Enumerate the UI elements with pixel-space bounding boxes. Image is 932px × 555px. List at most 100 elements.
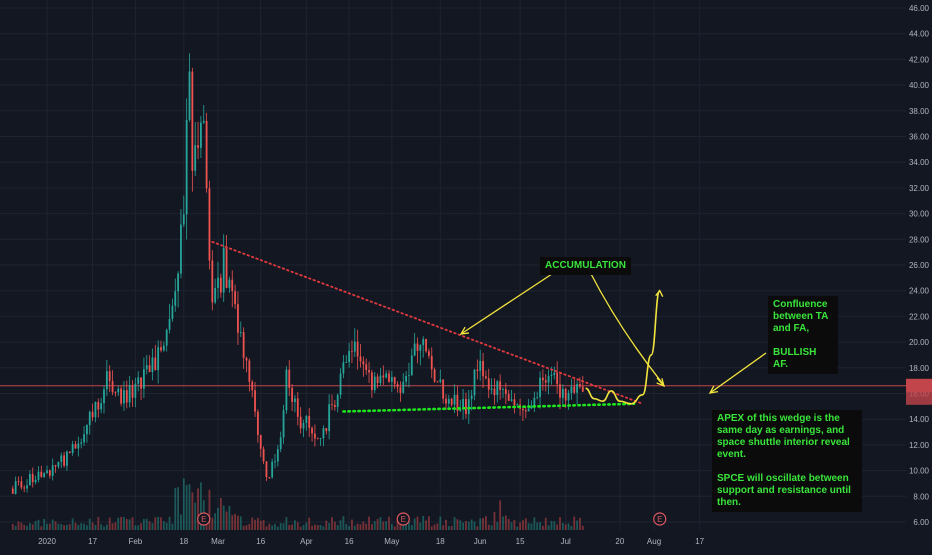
price-axis-background (906, 0, 932, 550)
arrow-to-apex-head (656, 378, 665, 388)
price-axis[interactable]: 6.008.0010.0012.0014.0016.0018.0020.0022… (906, 0, 932, 550)
candle-body (556, 372, 559, 385)
candle-body (533, 397, 536, 407)
candle-body (530, 406, 533, 409)
candle-body (254, 390, 256, 412)
candle-body (40, 471, 43, 477)
candle-body (333, 404, 336, 407)
time-tick-label: 17 (695, 537, 704, 546)
candle-body (131, 385, 134, 398)
candle-body (94, 402, 97, 418)
candle-body (271, 461, 274, 478)
volume-bar (274, 523, 276, 530)
earnings-label: E (401, 515, 406, 524)
volume-bar (522, 520, 524, 530)
candle-body (348, 351, 350, 363)
candle-body (442, 379, 445, 399)
candle-body (539, 377, 541, 398)
candle-body (26, 485, 28, 489)
time-axis[interactable]: 2020 17 Feb 18 Mar 16 Apr 16 May 18 Jun 15 Jul 20 Aug 1… (0, 530, 932, 550)
earnings-label: E (201, 515, 206, 524)
candle-body (405, 375, 407, 382)
volume-bar (544, 517, 547, 530)
candle-body (527, 408, 530, 412)
volume-bar (319, 524, 322, 530)
volume-bar (291, 524, 293, 530)
volume-bar (123, 516, 125, 530)
volume-bar (530, 523, 533, 530)
time-tick-label: 17 (88, 537, 97, 546)
candle-body (316, 438, 319, 440)
arrow-to-apex (656, 377, 665, 387)
volume-bar (428, 516, 430, 530)
candle-body (114, 392, 117, 393)
candle-body (522, 408, 524, 411)
candle-body (479, 360, 482, 371)
volume-bar (74, 522, 77, 530)
volume-bar (276, 526, 279, 530)
candle-body (544, 380, 547, 383)
candle-body (351, 351, 353, 352)
candle-body (71, 444, 74, 453)
volume-bar (182, 478, 185, 530)
volume-bar (331, 517, 333, 530)
candle-body (145, 365, 148, 370)
earnings-icon (396, 512, 410, 526)
volume-bar (114, 522, 117, 530)
volume-bar (567, 523, 570, 530)
volume-bar (351, 519, 353, 530)
candle-body (54, 465, 57, 467)
candle-body (428, 351, 430, 356)
volume-bar (211, 517, 214, 530)
candle-body (547, 376, 550, 383)
candle-body (365, 364, 368, 371)
earnings-marker[interactable]: E (396, 512, 410, 526)
price-tick-label: 20.00 (909, 338, 930, 347)
volume-bar (214, 513, 217, 530)
time-tick-label: 16 (345, 537, 354, 546)
candle-body (331, 404, 333, 406)
candle-body (17, 481, 20, 483)
earnings-marker[interactable]: E (653, 512, 667, 526)
volume-bar (570, 525, 573, 530)
candle-body (362, 361, 365, 365)
volume-bar (499, 500, 502, 530)
candle-body (11, 488, 14, 494)
volume-bar (296, 522, 299, 530)
candle-body (66, 451, 68, 466)
volume-bar (527, 523, 530, 530)
candle-body (180, 224, 182, 274)
volume-bar (191, 492, 194, 530)
price-tick-label: 40.00 (909, 81, 930, 90)
volume-bar (11, 523, 14, 530)
volume-bar (430, 526, 433, 530)
candle-body (154, 357, 157, 371)
volume-bar (556, 524, 559, 530)
earnings-marker[interactable]: E (197, 512, 211, 526)
candle-body (91, 411, 94, 418)
volume-bar (425, 520, 427, 530)
candle-body (576, 383, 578, 393)
candle-body (573, 386, 576, 393)
time-tick-label: Apr (300, 537, 313, 546)
volume-bar (222, 505, 225, 530)
candle-body (160, 347, 162, 351)
volume-bar (333, 521, 336, 530)
candle-body (31, 474, 34, 483)
price-tick-label: 24.00 (909, 287, 930, 296)
volume-bar (111, 523, 114, 530)
volume-bar (68, 524, 71, 530)
candle-body (430, 355, 433, 370)
volume-bar (467, 521, 470, 530)
candle-body (274, 461, 276, 463)
candle-body (450, 398, 453, 405)
candle-body (399, 387, 402, 393)
candle-body (579, 383, 581, 387)
price-tick-label: 46.00 (909, 4, 930, 13)
candle-body (439, 379, 442, 382)
candle-body (305, 416, 308, 424)
candle-body (108, 371, 111, 382)
